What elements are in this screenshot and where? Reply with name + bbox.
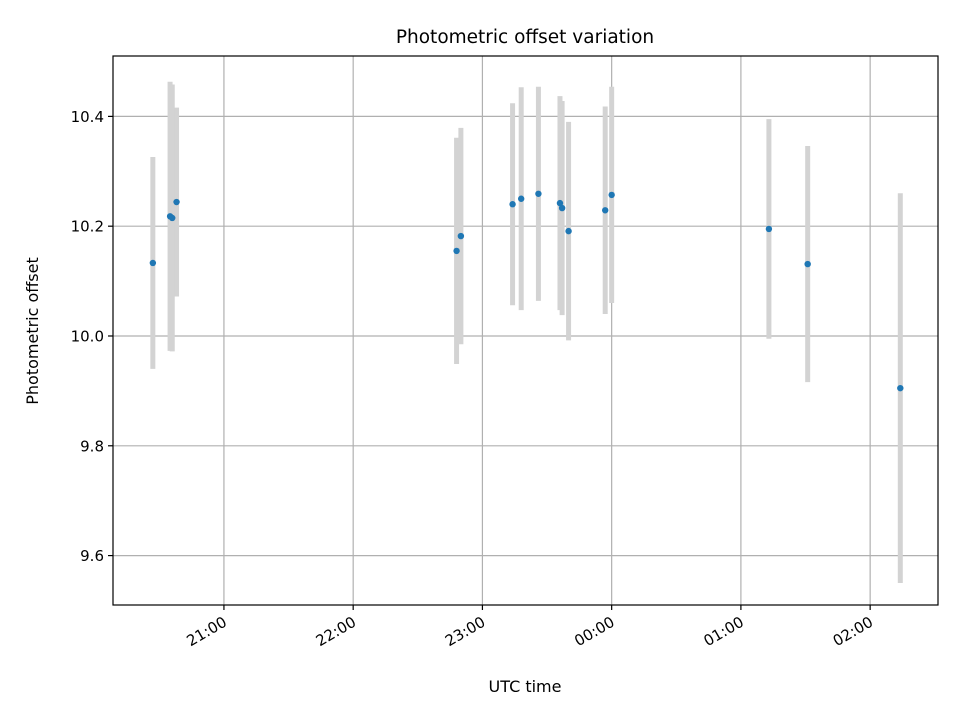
x-axis-label: UTC time — [489, 677, 562, 696]
data-point — [565, 227, 572, 235]
data-point — [804, 260, 811, 268]
y-axis-ticks: 9.6 9.8 10.0 10.2 10.4 — [71, 108, 113, 565]
data-point — [169, 214, 176, 222]
y-tick-label: 10.4 — [71, 108, 104, 126]
plot-frame — [112, 55, 939, 606]
data-point — [453, 247, 460, 255]
data-point — [517, 195, 525, 202]
data-point — [509, 201, 516, 208]
data-point — [608, 191, 615, 199]
y-tick-label: 10.0 — [71, 327, 104, 345]
plot-area — [113, 56, 938, 605]
y-axis-label: Photometric offset — [23, 257, 42, 405]
data-point — [765, 225, 773, 233]
data-point — [535, 190, 542, 197]
data-point — [149, 259, 157, 267]
data-point — [173, 198, 180, 206]
data-point — [601, 207, 609, 214]
data-points — [149, 190, 904, 392]
data-point — [558, 204, 566, 212]
data-point — [897, 384, 904, 392]
y-tick-label: 9.6 — [80, 547, 104, 565]
y-tick-label: 9.8 — [80, 437, 104, 455]
y-tick-label: 10.2 — [71, 218, 104, 236]
data-point — [556, 199, 564, 207]
grid — [113, 56, 938, 605]
data-point — [457, 232, 465, 240]
chart-title: Photometric offset variation — [396, 27, 654, 48]
